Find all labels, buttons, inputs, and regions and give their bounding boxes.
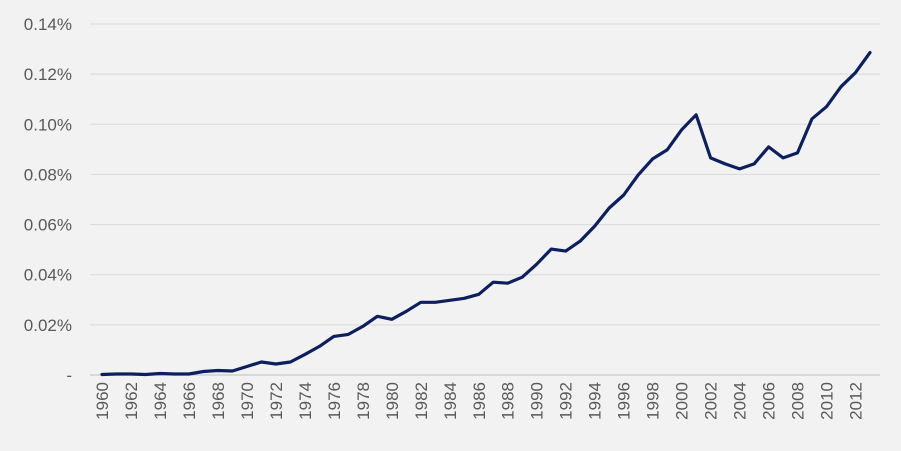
x-tick-label: 1978 bbox=[354, 382, 373, 420]
x-tick-label: 1986 bbox=[470, 382, 489, 420]
x-tick-label: 1990 bbox=[528, 382, 547, 420]
x-tick-label: 2010 bbox=[818, 382, 837, 420]
x-tick-label: 2002 bbox=[702, 382, 721, 420]
x-tick-label: 1972 bbox=[267, 382, 286, 420]
x-tick-label: 1996 bbox=[615, 382, 634, 420]
y-tick-label: 0.12% bbox=[24, 65, 72, 84]
x-tick-label: 2004 bbox=[731, 382, 750, 420]
y-tick-label: 0.02% bbox=[24, 316, 72, 335]
x-tick-label: 2000 bbox=[673, 382, 692, 420]
x-tick-label: 1976 bbox=[325, 382, 344, 420]
y-tick-label: 0.08% bbox=[24, 165, 72, 184]
x-tick-label: 1988 bbox=[499, 382, 518, 420]
x-tick-label: 2008 bbox=[789, 382, 808, 420]
y-tick-label: 0.04% bbox=[24, 266, 72, 285]
x-tick-label: 1974 bbox=[296, 382, 315, 420]
y-tick-label: 0.06% bbox=[24, 216, 72, 235]
gridlines bbox=[90, 23, 880, 376]
x-tick-label: 2006 bbox=[760, 382, 779, 420]
y-axis-tick-labels: - 0.02% 0.04% 0.06% 0.08% 0.10% 0.12% 0.14% bbox=[24, 15, 72, 385]
x-tick-label: 1998 bbox=[644, 382, 663, 420]
x-tick-label: 1980 bbox=[383, 382, 402, 420]
x-tick-label: 1992 bbox=[557, 382, 576, 420]
x-tick-label: 1960 bbox=[93, 382, 112, 420]
x-tick-label: 1962 bbox=[122, 382, 141, 420]
x-tick-label: 2012 bbox=[847, 382, 866, 420]
x-tick-label: 1968 bbox=[209, 382, 228, 420]
x-tick-label: 1970 bbox=[238, 382, 257, 420]
x-tick-label: 1984 bbox=[441, 382, 460, 420]
x-tick-label: 1966 bbox=[180, 382, 199, 420]
x-tick-label: 1964 bbox=[151, 382, 170, 420]
y-tick-label: - bbox=[66, 366, 72, 385]
x-tick-label: 1994 bbox=[586, 382, 605, 420]
x-tick-label: 1982 bbox=[412, 382, 431, 420]
y-tick-label: 0.10% bbox=[24, 115, 72, 134]
y-tick-label: 0.14% bbox=[24, 15, 72, 34]
series-line bbox=[100, 51, 872, 377]
x-axis-tick-labels: 1960 1962 1964 1966 1968 1970 1972 1974 1976 1978… bbox=[93, 382, 866, 420]
